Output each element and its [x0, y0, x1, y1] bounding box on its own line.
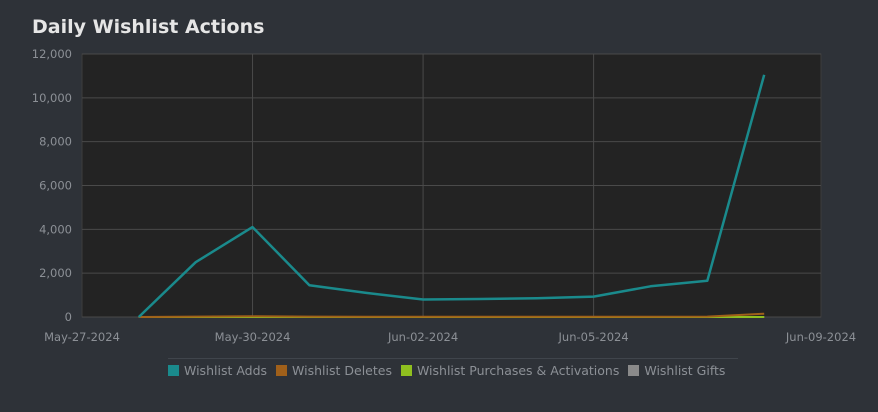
legend-swatch-wishlist-adds	[168, 365, 179, 376]
x-tick-label: Jun-02-2024	[387, 330, 458, 344]
series-lines	[137, 74, 766, 318]
x-tick-label: May-30-2024	[215, 330, 291, 344]
series-line-wishlist-deletes	[138, 312, 765, 318]
y-tick-label: 4,000	[39, 222, 72, 236]
y-tick-label: 2,000	[39, 266, 72, 280]
y-tick-label: 10,000	[32, 91, 72, 105]
x-tick-label: Jun-05-2024	[558, 330, 629, 344]
chart-legend: Wishlist Adds Wishlist Deletes Wishlist …	[168, 358, 738, 378]
y-tick-label: 6,000	[39, 179, 72, 193]
x-tick-label: Jun-09-2024	[785, 330, 856, 344]
legend-label-wishlist-purchases: Wishlist Purchases & Activations	[416, 363, 620, 378]
legend-item-wishlist-purchases[interactable]: Wishlist Purchases & Activations	[400, 363, 620, 378]
legend-swatch-wishlist-gifts	[628, 365, 640, 376]
chart-title: Daily Wishlist Actions	[32, 16, 265, 38]
legend-swatch-wishlist-purchases	[400, 365, 412, 376]
legend-label-wishlist-deletes: Wishlist Deletes	[292, 363, 392, 378]
legend-item-wishlist-adds[interactable]: Wishlist Adds	[168, 363, 267, 378]
legend-swatch-wishlist-deletes	[276, 365, 288, 376]
y-tick-label: 8,000	[39, 135, 72, 149]
axis-tick-labels: 0 2,000 4,000 6,000 8,000 10,000 12,000 May-27-…	[32, 47, 856, 344]
legend-item-wishlist-deletes[interactable]: Wishlist Deletes	[276, 363, 392, 378]
legend-item-wishlist-gifts[interactable]: Wishlist Gifts	[628, 363, 725, 378]
y-tick-label: 0	[65, 310, 72, 324]
legend-label-wishlist-adds: Wishlist Adds	[184, 363, 268, 378]
series-line-wishlist-adds	[137, 74, 766, 318]
legend-label-wishlist-gifts: Wishlist Gifts	[644, 363, 726, 378]
y-tick-label: 12,000	[32, 47, 72, 61]
x-tick-label: May-27-2024	[44, 330, 120, 344]
